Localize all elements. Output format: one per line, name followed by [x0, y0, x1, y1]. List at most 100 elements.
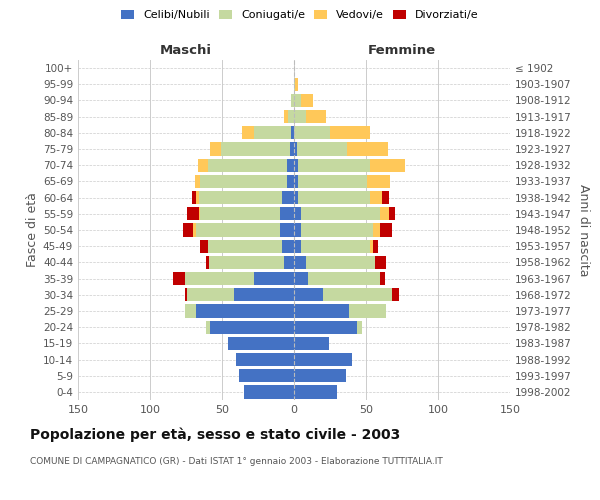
Bar: [200, 207, 280, 220]
Bar: [291, 126, 294, 140]
Bar: [298, 191, 370, 204]
Bar: [208, 240, 283, 253]
Bar: [370, 158, 405, 172]
Bar: [185, 304, 196, 318]
Bar: [211, 320, 294, 334]
Bar: [294, 207, 301, 220]
Bar: [305, 256, 374, 269]
Bar: [192, 191, 196, 204]
Bar: [297, 142, 347, 156]
Bar: [301, 224, 373, 236]
Bar: [244, 386, 294, 398]
Bar: [294, 304, 349, 318]
Bar: [370, 191, 382, 204]
Bar: [380, 272, 385, 285]
Bar: [200, 240, 208, 253]
Bar: [370, 240, 373, 253]
Bar: [323, 288, 392, 302]
Bar: [233, 288, 294, 302]
Bar: [209, 256, 284, 269]
Bar: [347, 142, 388, 156]
Bar: [287, 175, 294, 188]
Bar: [389, 207, 395, 220]
Bar: [294, 110, 305, 124]
Bar: [298, 158, 370, 172]
Bar: [294, 320, 358, 334]
Bar: [295, 78, 298, 91]
Bar: [294, 142, 297, 156]
Bar: [197, 158, 208, 172]
Bar: [288, 110, 294, 124]
Bar: [185, 288, 187, 302]
Bar: [287, 158, 294, 172]
Bar: [294, 191, 298, 204]
Bar: [173, 272, 185, 285]
Bar: [294, 78, 295, 91]
Bar: [221, 142, 290, 156]
Bar: [294, 353, 352, 366]
Bar: [199, 207, 200, 220]
Bar: [206, 320, 211, 334]
Bar: [239, 369, 294, 382]
Bar: [373, 240, 377, 253]
Bar: [298, 175, 367, 188]
Bar: [290, 142, 294, 156]
Bar: [228, 336, 294, 350]
Bar: [194, 175, 200, 188]
Bar: [294, 386, 337, 398]
Text: COMUNE DI CAMPAGNATICO (GR) - Dati ISTAT 1° gennaio 2003 - Elaborazione TUTTITAL: COMUNE DI CAMPAGNATICO (GR) - Dati ISTAT…: [30, 458, 443, 466]
Y-axis label: Anni di nascita: Anni di nascita: [577, 184, 590, 276]
Bar: [280, 224, 294, 236]
Bar: [392, 288, 399, 302]
Bar: [187, 288, 233, 302]
Bar: [294, 224, 301, 236]
Bar: [242, 126, 254, 140]
Bar: [291, 94, 294, 107]
Bar: [374, 256, 386, 269]
Bar: [301, 94, 313, 107]
Bar: [193, 224, 196, 236]
Bar: [208, 158, 287, 172]
Bar: [284, 110, 288, 124]
Bar: [183, 224, 193, 236]
Bar: [236, 353, 294, 366]
Bar: [280, 207, 294, 220]
Bar: [254, 126, 291, 140]
Bar: [308, 272, 380, 285]
Bar: [380, 207, 389, 220]
Bar: [358, 320, 362, 334]
Bar: [294, 240, 301, 253]
Bar: [380, 224, 392, 236]
Bar: [185, 272, 254, 285]
Bar: [294, 94, 301, 107]
Bar: [330, 126, 370, 140]
Text: Popolazione per età, sesso e stato civile - 2003: Popolazione per età, sesso e stato civil…: [30, 428, 400, 442]
Bar: [294, 175, 298, 188]
Text: Maschi: Maschi: [160, 44, 212, 58]
Bar: [294, 369, 346, 382]
Bar: [301, 240, 370, 253]
Bar: [283, 240, 294, 253]
Bar: [187, 207, 199, 220]
Text: Femmine: Femmine: [368, 44, 436, 58]
Bar: [200, 175, 287, 188]
Bar: [254, 272, 294, 285]
Bar: [305, 110, 326, 124]
Y-axis label: Fasce di età: Fasce di età: [26, 192, 39, 268]
Bar: [349, 304, 386, 318]
Bar: [382, 191, 389, 204]
Bar: [196, 224, 280, 236]
Bar: [373, 224, 380, 236]
Legend: Celibi/Nubili, Coniugati/e, Vedovi/e, Divorziati/e: Celibi/Nubili, Coniugati/e, Vedovi/e, Di…: [117, 6, 483, 25]
Bar: [294, 256, 305, 269]
Bar: [199, 191, 283, 204]
Bar: [283, 191, 294, 204]
Bar: [206, 256, 209, 269]
Bar: [294, 288, 323, 302]
Bar: [294, 336, 329, 350]
Bar: [301, 207, 380, 220]
Bar: [196, 304, 294, 318]
Bar: [367, 175, 391, 188]
Bar: [294, 158, 298, 172]
Bar: [294, 126, 330, 140]
